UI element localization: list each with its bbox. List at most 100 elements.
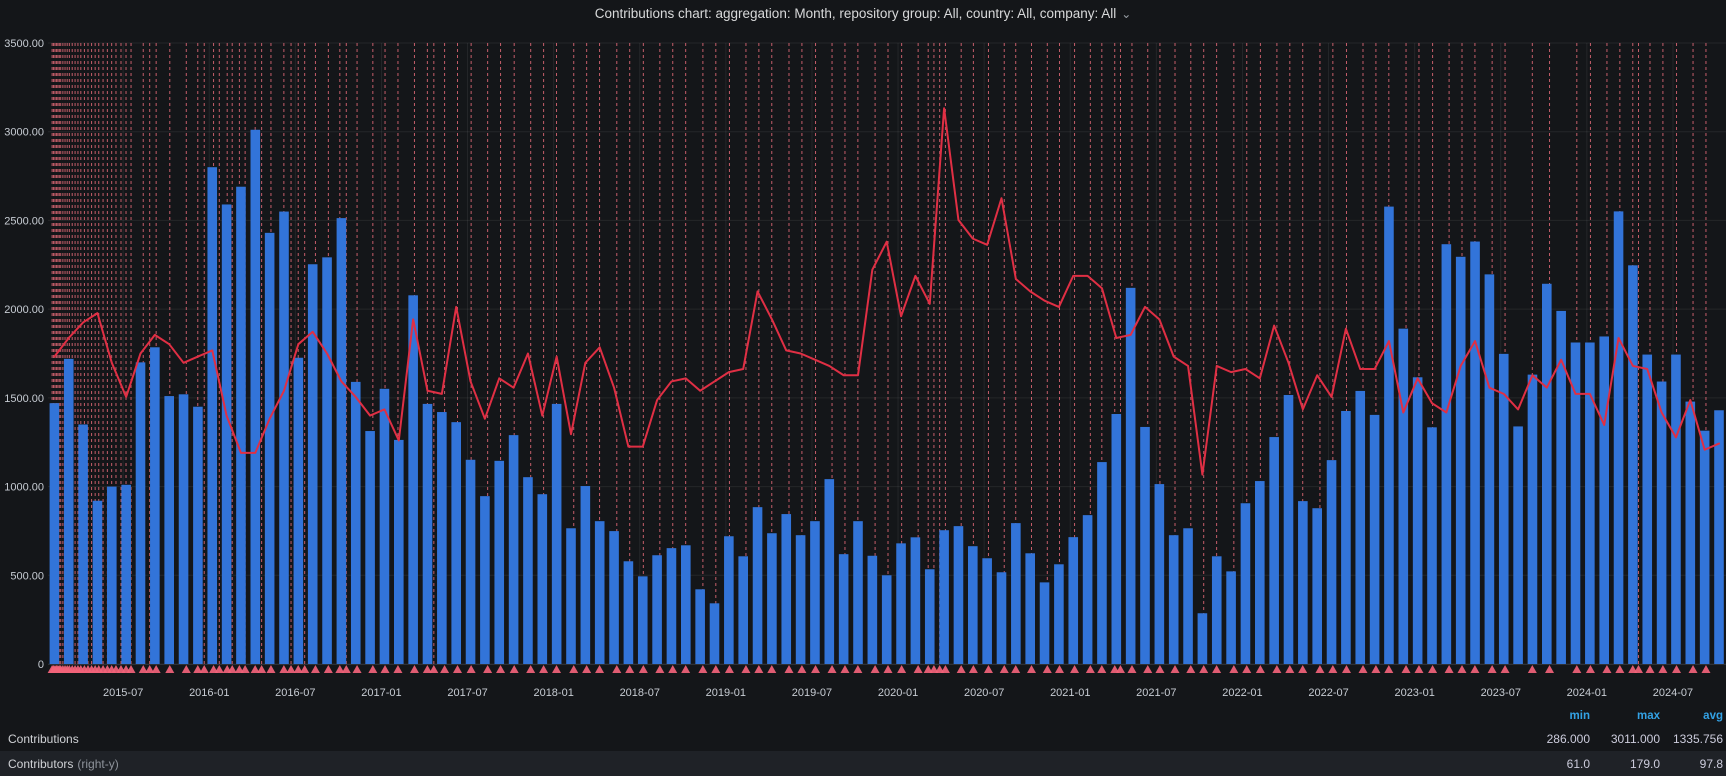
- bar[interactable]: [580, 486, 591, 664]
- bar[interactable]: [609, 531, 619, 664]
- annotation-marker[interactable]: [797, 665, 807, 673]
- annotation-marker[interactable]: [638, 665, 648, 673]
- bar[interactable]: [1685, 401, 1696, 664]
- annotation-marker[interactable]: [1401, 665, 1411, 673]
- annotation-marker[interactable]: [286, 665, 296, 673]
- annotation-marker[interactable]: [165, 665, 175, 673]
- bar[interactable]: [437, 412, 447, 664]
- bar[interactable]: [1341, 410, 1351, 664]
- annotation-marker[interactable]: [300, 665, 310, 673]
- annotation-marker[interactable]: [1110, 665, 1120, 673]
- bar[interactable]: [451, 422, 461, 664]
- annotation-marker[interactable]: [870, 665, 880, 673]
- annotation-marker[interactable]: [1487, 665, 1497, 673]
- bar[interactable]: [1613, 211, 1624, 665]
- bar[interactable]: [236, 186, 246, 664]
- annotation-marker[interactable]: [711, 665, 721, 673]
- bar[interactable]: [637, 576, 648, 664]
- bar[interactable]: [1068, 537, 1079, 664]
- bar[interactable]: [924, 569, 935, 664]
- bar[interactable]: [1398, 328, 1409, 664]
- bar[interactable]: [1570, 342, 1581, 664]
- bar[interactable]: [1125, 287, 1136, 664]
- annotation-marker[interactable]: [929, 665, 939, 673]
- bar[interactable]: [365, 431, 375, 664]
- bar[interactable]: [652, 555, 662, 664]
- annotation-marker[interactable]: [453, 665, 463, 673]
- bar[interactable]: [1054, 564, 1064, 664]
- bar[interactable]: [1097, 462, 1107, 664]
- annotation-marker[interactable]: [569, 665, 579, 673]
- annotation-marker[interactable]: [1602, 665, 1612, 673]
- bar[interactable]: [1140, 426, 1150, 664]
- annotation-marker[interactable]: [1470, 665, 1480, 673]
- annotation-marker[interactable]: [1688, 665, 1698, 673]
- bar[interactable]: [465, 459, 476, 664]
- bar[interactable]: [853, 521, 863, 664]
- bar[interactable]: [738, 556, 748, 664]
- bar[interactable]: [394, 439, 404, 664]
- annotation-marker[interactable]: [1645, 665, 1655, 673]
- bar[interactable]: [379, 388, 390, 664]
- annotation-marker[interactable]: [193, 665, 203, 673]
- annotation-marker[interactable]: [1298, 665, 1308, 673]
- bar[interactable]: [1197, 613, 1208, 664]
- annotation-marker[interactable]: [509, 665, 519, 673]
- bar[interactable]: [508, 435, 519, 664]
- annotation-marker[interactable]: [1371, 665, 1381, 673]
- annotation-marker[interactable]: [1199, 665, 1209, 673]
- bar[interactable]: [695, 589, 705, 664]
- bar[interactable]: [1527, 374, 1538, 664]
- annotation-marker[interactable]: [409, 665, 419, 673]
- bar[interactable]: [824, 479, 835, 664]
- bar[interactable]: [666, 548, 677, 664]
- bar[interactable]: [810, 521, 820, 664]
- bar[interactable]: [1513, 426, 1523, 664]
- annotation-marker[interactable]: [1011, 665, 1021, 673]
- bar[interactable]: [78, 424, 88, 664]
- annotation-marker[interactable]: [483, 665, 493, 673]
- bar[interactable]: [1642, 354, 1653, 664]
- annotation-marker[interactable]: [240, 665, 250, 673]
- bar[interactable]: [1211, 556, 1222, 664]
- bar[interactable]: [838, 554, 849, 664]
- annotation-marker[interactable]: [1500, 665, 1510, 673]
- annotation-marker[interactable]: [698, 665, 708, 673]
- annotation-marker[interactable]: [250, 665, 260, 673]
- bar[interactable]: [523, 477, 533, 664]
- annotation-marker[interactable]: [1545, 665, 1555, 673]
- annotation-marker[interactable]: [1272, 665, 1282, 673]
- annotation-marker[interactable]: [335, 665, 345, 673]
- bar[interactable]: [1255, 481, 1265, 664]
- annotation-marker[interactable]: [741, 665, 751, 673]
- annotation-marker[interactable]: [827, 665, 837, 673]
- annotation-marker[interactable]: [466, 665, 476, 673]
- bar[interactable]: [1699, 430, 1710, 664]
- annotation-marker[interactable]: [440, 665, 450, 673]
- annotation-marker[interactable]: [496, 665, 506, 673]
- annotation-marker[interactable]: [1444, 665, 1454, 673]
- bar[interactable]: [92, 500, 103, 664]
- annotation-marker[interactable]: [883, 665, 893, 673]
- annotation-marker[interactable]: [209, 665, 219, 673]
- bar[interactable]: [1240, 503, 1251, 664]
- bar[interactable]: [767, 533, 777, 664]
- annotation-marker[interactable]: [1285, 665, 1295, 673]
- bar[interactable]: [1585, 342, 1595, 664]
- bar[interactable]: [1355, 390, 1366, 664]
- bar[interactable]: [178, 394, 189, 664]
- bar[interactable]: [1226, 571, 1236, 664]
- bar[interactable]: [566, 528, 576, 664]
- bar[interactable]: [939, 530, 949, 664]
- annotation-marker[interactable]: [1054, 665, 1064, 673]
- annotation-marker[interactable]: [1428, 665, 1438, 673]
- legend-series-name[interactable]: Contributions: [0, 732, 1520, 746]
- annotation-marker[interactable]: [767, 665, 777, 673]
- annotation-marker[interactable]: [612, 665, 622, 673]
- annotation-marker[interactable]: [724, 665, 734, 673]
- annotation-marker[interactable]: [913, 665, 923, 673]
- annotation-marker[interactable]: [352, 665, 362, 673]
- annotation-marker[interactable]: [1212, 665, 1222, 673]
- annotation-marker[interactable]: [1628, 665, 1638, 673]
- bar[interactable]: [207, 167, 218, 664]
